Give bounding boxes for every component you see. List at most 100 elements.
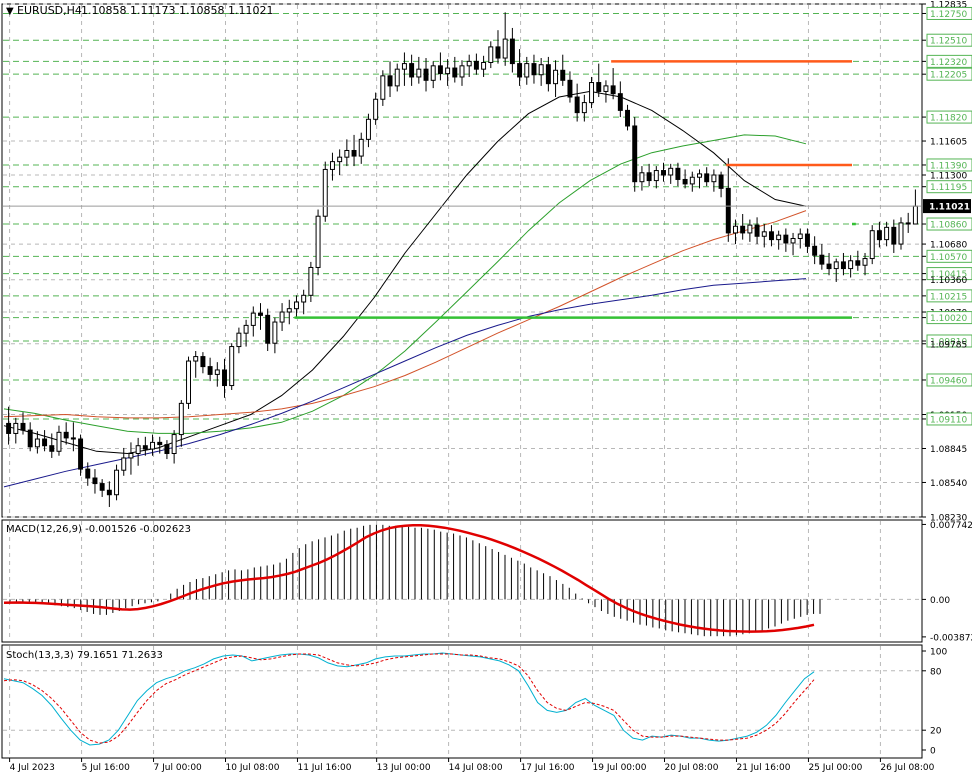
bull-candle-body	[193, 356, 199, 362]
candle	[876, 221, 882, 248]
bear-candle-body	[840, 261, 846, 270]
bear-candle-body	[452, 67, 458, 78]
moving-average-line	[3, 210, 807, 419]
candle	[905, 212, 911, 233]
current-price-text: 1.11021	[929, 203, 970, 213]
price-tick-text: 1.10415	[930, 270, 967, 280]
candle	[617, 81, 623, 118]
candle	[596, 63, 602, 98]
candle	[150, 434, 156, 456]
candle	[272, 317, 278, 354]
candle	[258, 303, 263, 330]
time-tick-label: 4 Jul 2023	[10, 763, 55, 773]
candle	[265, 308, 271, 352]
candle	[229, 343, 235, 391]
bull-candle-body	[214, 369, 220, 375]
candle	[157, 436, 163, 454]
price-tick-text: 1.08540	[930, 479, 967, 489]
candle	[481, 55, 487, 77]
bear-candle-body	[85, 468, 91, 479]
price-tick-label: 1.11605	[930, 138, 967, 148]
candle	[833, 258, 839, 282]
bear-candle-body	[617, 93, 623, 111]
candle	[891, 219, 897, 253]
bear-candle-body	[265, 314, 271, 344]
candle	[430, 61, 436, 89]
bear-candle-body	[768, 231, 774, 241]
candle	[63, 422, 69, 445]
candle	[733, 219, 738, 245]
candle	[639, 166, 645, 191]
candle	[689, 171, 695, 192]
time-tick-label: 11 Jul 16:00	[297, 763, 351, 773]
symbol-label: EURUSD,H4	[17, 4, 82, 17]
candle	[653, 166, 659, 189]
time-tick-label: 19 Jul 00:00	[593, 763, 647, 773]
bear-candle-body	[200, 356, 206, 368]
price-tick-text: 1.12320	[930, 58, 967, 68]
time-tick-label: 10 Jul 08:00	[226, 763, 280, 773]
ohlc-readout: 1.10858 1.11173 1.10858 1.11021	[81, 4, 273, 17]
candle	[459, 60, 465, 86]
bull-candle-body	[488, 46, 494, 63]
bear-candle-body	[495, 46, 501, 59]
candle	[661, 162, 666, 182]
candle	[848, 255, 854, 278]
candle	[711, 169, 717, 192]
bear-candle-body	[437, 65, 443, 75]
bull-candle-body	[56, 431, 62, 452]
bull-candle-body	[848, 260, 854, 270]
bear-candle-body	[517, 63, 523, 78]
candle	[42, 430, 48, 452]
bear-candle-body	[106, 489, 112, 496]
candle	[804, 228, 810, 253]
time-tick-label: 25 Jul 00:00	[808, 763, 862, 773]
bull-candle-body	[380, 75, 386, 100]
price-tick-text: 1.11390	[930, 161, 967, 171]
price-tick-text: 1.12750	[930, 10, 967, 20]
price-tick-text: 1.10215	[930, 292, 967, 302]
candle	[495, 30, 501, 64]
bear-candle-body	[876, 230, 882, 241]
candle	[308, 261, 314, 302]
time-tick-label: 14 Jul 08:00	[449, 763, 503, 773]
bull-candle-body	[337, 156, 343, 163]
bull-candle-body	[358, 138, 364, 157]
price-tick-label: 1.10215	[926, 289, 972, 303]
bull-candle-body	[797, 233, 803, 239]
candle	[6, 406, 12, 445]
price-tick-text: 1.08845	[930, 445, 967, 455]
bull-candle-body	[639, 172, 645, 183]
bull-candle-body	[114, 469, 120, 496]
bear-candle-body	[49, 445, 55, 452]
price-tick-label: 1.10360	[930, 276, 967, 286]
candle	[783, 228, 789, 252]
bull-candle-body	[898, 222, 904, 245]
bull-candle-body	[538, 64, 544, 76]
price-tick-label: 1.10860	[926, 217, 972, 231]
candle	[524, 56, 530, 85]
candle	[517, 49, 523, 86]
bull-candle-body	[668, 167, 674, 176]
time-tick-label: 17 Jul 16:00	[521, 763, 575, 773]
price-tick-text: 1.10020	[930, 314, 967, 324]
bull-candle-body	[553, 69, 559, 85]
candle	[401, 52, 407, 86]
candle	[186, 356, 191, 409]
symbol-dropdown-icon[interactable]: ▼	[6, 6, 14, 17]
candle	[394, 63, 400, 92]
price-tick-label: 1.12750	[926, 6, 972, 20]
candle	[344, 139, 350, 167]
bull-candle-body	[401, 63, 407, 70]
candle	[675, 162, 681, 187]
candle	[171, 430, 177, 464]
bull-candle-body	[301, 294, 307, 303]
price-tick-label: 1.09110	[926, 412, 972, 426]
price-tick-text: 1.10570	[930, 253, 967, 263]
candle	[373, 92, 379, 125]
price-tick-label: 1.09460	[926, 373, 972, 387]
price-tick-text: 1.10860	[930, 221, 967, 231]
bear-candle-body	[675, 167, 681, 180]
